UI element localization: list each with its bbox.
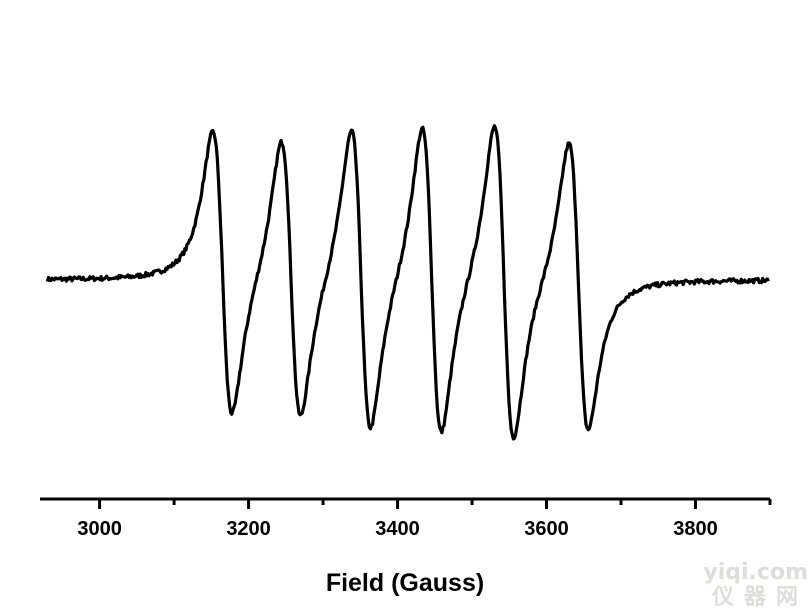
spectrum-line xyxy=(45,124,770,441)
x-tick-label: 3800 xyxy=(673,518,718,540)
x-tick-label: 3000 xyxy=(77,518,122,540)
x-tick-label: 3400 xyxy=(375,518,420,540)
x-tick-label: 3600 xyxy=(524,518,569,540)
watermark-latin: yiqi.com xyxy=(703,560,808,585)
x-tick-label: 3200 xyxy=(226,518,271,540)
watermark: yiqi.com 仪器网 xyxy=(703,560,808,608)
watermark-cjk: 仪器网 xyxy=(711,585,808,608)
x-axis: 3000 3200 3400 3600 3800 xyxy=(40,497,772,540)
x-axis-title: Field (Gauss) xyxy=(326,569,484,597)
plot-area xyxy=(45,124,770,441)
